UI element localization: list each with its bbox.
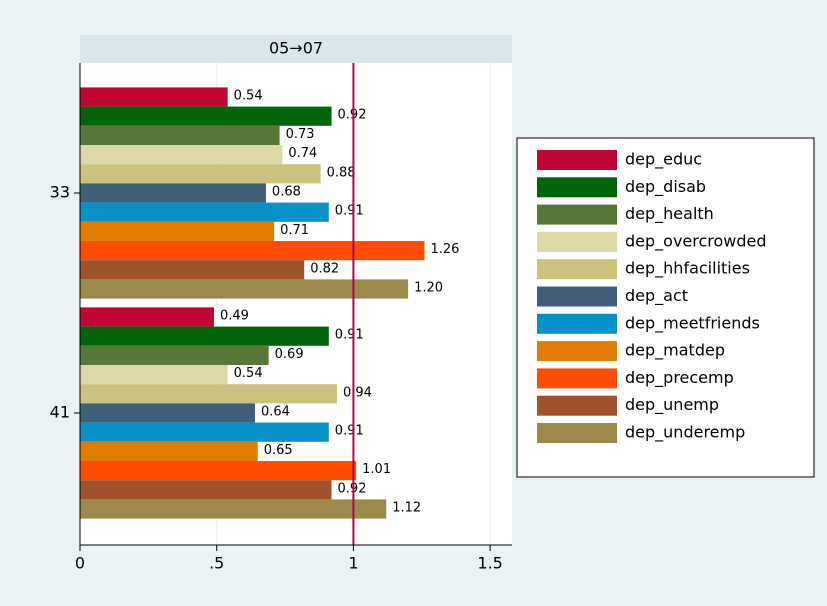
bar [80, 125, 280, 145]
bar [80, 480, 332, 500]
legend-label: dep_unemp [625, 395, 719, 415]
bar [80, 145, 283, 165]
value-label-box [267, 184, 308, 200]
value-label: 0.94 [343, 385, 372, 400]
value-label: 0.82 [310, 261, 339, 276]
value-label: 0.65 [264, 443, 293, 458]
bar [80, 183, 266, 203]
bar [80, 202, 329, 222]
legend-label: dep_overcrowded [625, 231, 767, 251]
legend-swatch [537, 313, 617, 334]
legend-swatch [537, 177, 617, 198]
bar [80, 260, 305, 280]
value-label: 0.64 [261, 405, 290, 420]
legend-swatch [537, 423, 617, 443]
bar [80, 345, 269, 365]
bar [80, 422, 329, 442]
value-label: 0.69 [275, 347, 304, 362]
value-label: 0.91 [335, 328, 364, 343]
legend-label: dep_act [625, 286, 688, 306]
bar [80, 307, 214, 327]
x-tick-label: 1.5 [477, 554, 502, 573]
legend-label: dep_disab [625, 177, 706, 197]
legend-swatch [537, 231, 617, 252]
legend-label: dep_hhfacilities [625, 259, 750, 279]
legend-swatch [537, 286, 617, 307]
x-tick-label: .5 [209, 554, 224, 573]
value-label-box [410, 280, 451, 296]
value-label-box [358, 461, 399, 478]
value-label: 0.92 [338, 108, 367, 123]
legend-swatch [537, 395, 617, 416]
bar [80, 106, 332, 126]
bar [80, 461, 357, 481]
bar [80, 164, 321, 184]
bar [80, 441, 258, 461]
x-tick-label: 0 [75, 554, 85, 573]
marks: 0.54 0.92 0.73 0.74 0.88 0.68 0.91 0.71 1.26 0.82… [80, 63, 467, 545]
value-label-box [259, 442, 300, 459]
x-tick-label: 1 [348, 554, 358, 573]
bar [80, 365, 228, 385]
value-label-box [339, 384, 380, 401]
title-strip [80, 35, 512, 63]
value-label-box [281, 126, 322, 143]
value-label-box [306, 260, 347, 277]
legend-label: dep_educ [625, 150, 702, 170]
value-label: 0.68 [272, 185, 301, 200]
bar [80, 384, 338, 404]
legend-label: dep_precemp [625, 368, 734, 388]
value-label: 0.49 [220, 309, 249, 324]
legend-swatch [537, 259, 617, 280]
value-label: 1.20 [414, 281, 443, 296]
value-label: 0.54 [234, 89, 263, 104]
bar [80, 326, 329, 346]
value-label-box [276, 222, 317, 239]
legend-swatch [537, 204, 617, 225]
value-label: 1.12 [392, 501, 421, 516]
value-label: 0.54 [234, 366, 263, 381]
y-tick-label: 41 [50, 403, 70, 422]
bar [80, 499, 387, 519]
value-label: 0.73 [286, 127, 315, 142]
value-label-box [270, 346, 311, 363]
value-label: 0.88 [327, 165, 356, 180]
bar [80, 241, 425, 261]
legend-label: dep_underemp [625, 423, 745, 443]
legend-label: dep_matdep [625, 341, 725, 361]
value-label: 1.26 [431, 242, 460, 257]
value-label: 0.74 [288, 146, 317, 161]
value-label-box [388, 500, 429, 516]
value-label: 0.91 [335, 424, 364, 439]
bar [80, 279, 409, 299]
value-label: 0.92 [338, 481, 367, 496]
legend-label: dep_meetfriends [625, 313, 760, 333]
value-label-box [284, 145, 325, 162]
legend-label: dep_health [625, 204, 714, 224]
value-label-box [256, 404, 297, 420]
legend-swatch [537, 150, 617, 170]
value-label-box [215, 308, 256, 324]
y-tick-label: 33 [50, 183, 70, 202]
value-label-box [330, 203, 371, 220]
value-label-box [330, 327, 371, 344]
bar [80, 221, 275, 241]
chart-title: 05→07 [269, 39, 323, 58]
legend-swatch [537, 368, 617, 389]
bar [80, 403, 255, 423]
value-label-box [426, 241, 467, 258]
legend-swatch [537, 341, 617, 362]
value-label-box [229, 88, 270, 104]
value-label: 1.01 [362, 462, 391, 477]
value-label-box [229, 365, 270, 382]
value-label: 0.71 [280, 223, 309, 238]
bar [80, 87, 228, 107]
value-label: 0.91 [335, 204, 364, 219]
value-label-box [330, 423, 371, 440]
